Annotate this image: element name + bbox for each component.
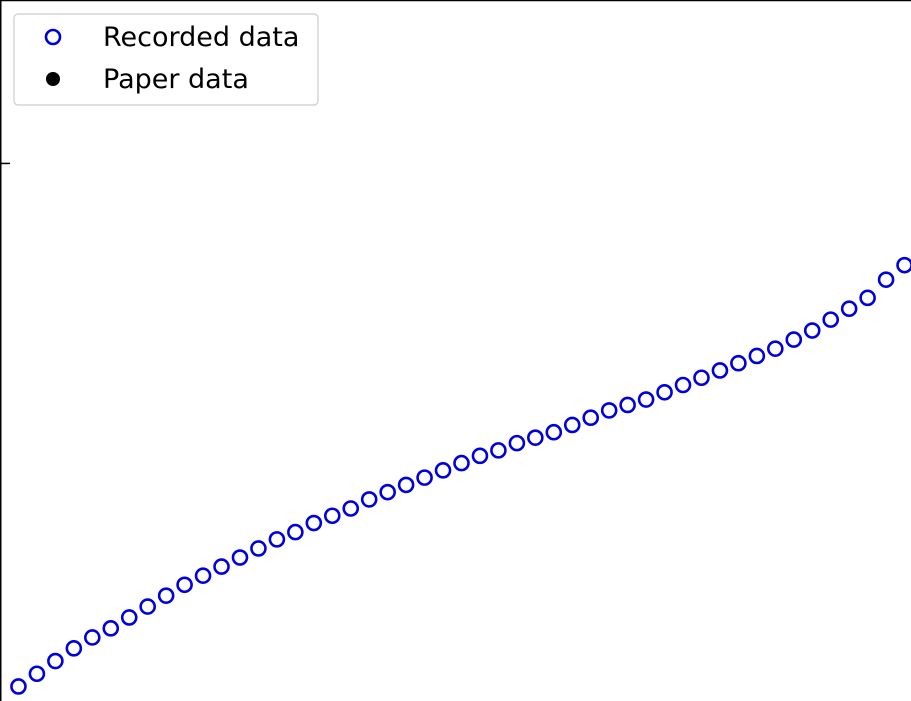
data-point [360, 491, 378, 508]
data-point [323, 507, 341, 525]
data-point [342, 500, 360, 517]
data-point [748, 347, 766, 365]
data-point [120, 609, 138, 626]
legend-label: Recorded data [103, 22, 299, 53]
data-point [471, 447, 489, 465]
data-point [527, 429, 544, 446]
data-point [490, 442, 507, 459]
data-point [416, 469, 433, 486]
data-point [194, 567, 212, 584]
legend-item-paper: Paper data [46, 64, 249, 95]
data-point [453, 454, 470, 472]
data-point [785, 331, 803, 348]
data-point [434, 462, 452, 479]
data-point [600, 402, 618, 419]
data-point [896, 256, 911, 274]
data-point [47, 652, 64, 670]
data-point [545, 423, 563, 441]
data-point [859, 289, 876, 307]
data-point [250, 540, 267, 557]
data-point [840, 300, 858, 318]
data-point [711, 362, 729, 379]
data-point [287, 523, 304, 541]
data-point [803, 322, 821, 339]
data-point [397, 476, 415, 494]
data-points [10, 256, 911, 695]
data-point [674, 376, 692, 394]
data-point [379, 483, 396, 501]
data-point [822, 311, 839, 328]
data-point [563, 416, 581, 434]
data-point [877, 271, 895, 288]
data-point [619, 396, 636, 414]
data-point [176, 576, 193, 594]
data-point [83, 629, 101, 646]
data-point [730, 354, 747, 372]
data-point [28, 665, 46, 683]
data-point [102, 620, 120, 637]
legend-marker-filled-circle [46, 72, 60, 86]
data-point [305, 514, 323, 532]
data-point [637, 391, 655, 408]
data-point [157, 587, 175, 604]
data-point [508, 434, 526, 452]
data-point [693, 369, 710, 387]
data-point [10, 678, 27, 695]
legend: Recorded data Paper data [13, 13, 319, 106]
data-point [767, 340, 784, 357]
data-point [65, 640, 83, 657]
legend-item-recorded: Recorded data [44, 22, 299, 53]
data-point [268, 531, 286, 548]
data-point [139, 598, 156, 615]
legend-marker-open-circle [44, 28, 62, 46]
legend-label: Paper data [103, 64, 249, 95]
data-point [656, 383, 673, 401]
data-point [231, 549, 249, 566]
legend-box [13, 13, 319, 106]
data-point [582, 409, 600, 426]
data-point [213, 558, 230, 575]
